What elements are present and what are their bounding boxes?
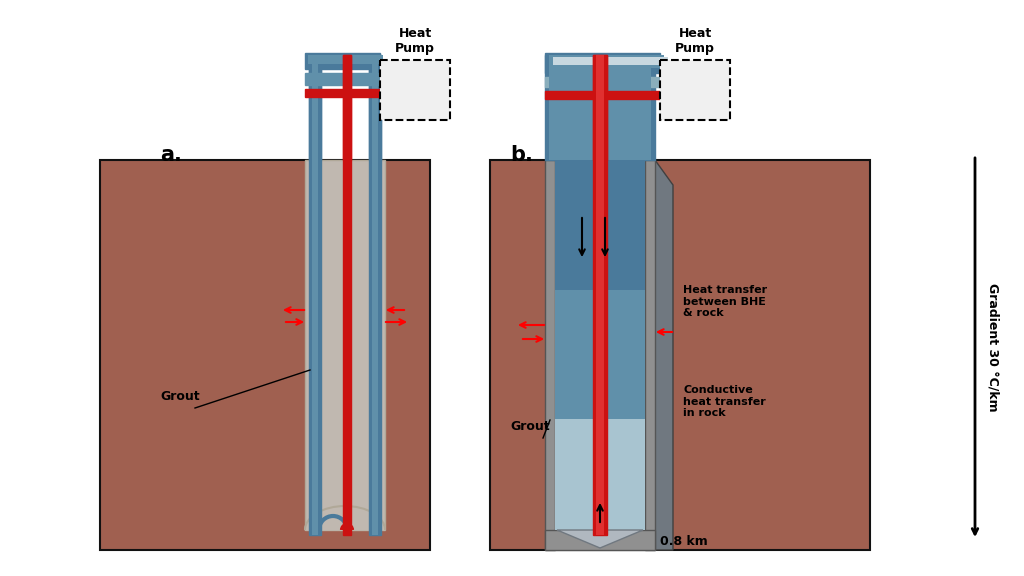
Polygon shape: [557, 530, 643, 548]
Text: Grout: Grout: [510, 420, 550, 433]
Bar: [372, 55, 378, 535]
Bar: [380, 60, 450, 120]
Bar: [596, 55, 604, 535]
Bar: [309, 55, 321, 160]
Bar: [545, 160, 555, 550]
Bar: [343, 55, 351, 160]
Bar: [545, 53, 660, 73]
Text: Heat transfer
between BHE
& rock: Heat transfer between BHE & rock: [683, 285, 767, 318]
Bar: [308, 55, 383, 64]
Bar: [343, 55, 351, 535]
Text: Heat
Pump: Heat Pump: [395, 27, 435, 55]
Bar: [593, 55, 607, 160]
Bar: [593, 55, 607, 535]
Text: Grout: Grout: [160, 390, 200, 403]
Bar: [305, 73, 380, 85]
Bar: [555, 160, 645, 530]
Bar: [309, 55, 321, 535]
Bar: [305, 53, 380, 69]
Bar: [549, 55, 651, 160]
Polygon shape: [655, 160, 673, 550]
Bar: [380, 60, 450, 120]
Bar: [645, 160, 655, 550]
Bar: [100, 160, 430, 550]
Bar: [553, 57, 668, 65]
Text: Heat
Pump: Heat Pump: [675, 27, 715, 55]
Bar: [305, 160, 385, 530]
Bar: [545, 530, 655, 550]
Bar: [545, 77, 660, 87]
Bar: [305, 89, 380, 97]
Bar: [549, 55, 664, 68]
Bar: [555, 160, 645, 290]
Bar: [369, 55, 381, 160]
Bar: [312, 55, 318, 535]
Text: Conductive
heat transfer
in rock: Conductive heat transfer in rock: [683, 385, 766, 418]
Polygon shape: [305, 506, 385, 530]
Text: Gradient 30 °C/km: Gradient 30 °C/km: [986, 283, 999, 412]
Bar: [555, 290, 645, 419]
Bar: [369, 55, 381, 535]
Text: 0.8 km: 0.8 km: [660, 535, 708, 548]
Text: a.: a.: [160, 145, 182, 165]
Text: b.: b.: [510, 145, 532, 165]
Bar: [490, 160, 870, 550]
Bar: [545, 91, 660, 99]
Bar: [660, 60, 730, 120]
Bar: [545, 55, 655, 160]
Bar: [555, 419, 645, 530]
